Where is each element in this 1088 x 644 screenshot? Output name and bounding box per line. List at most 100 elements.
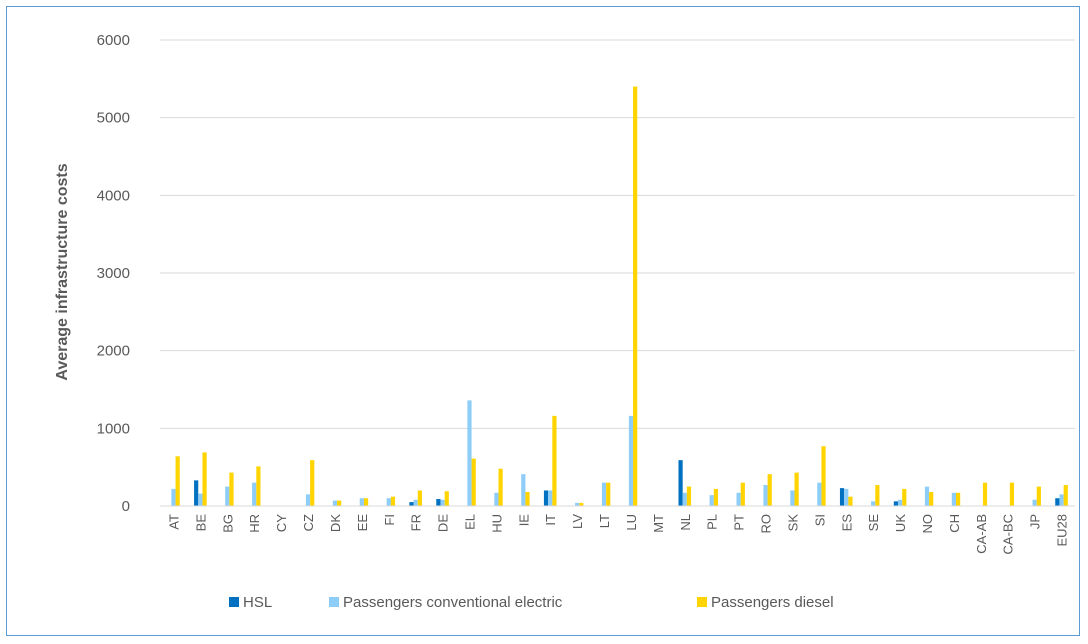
bar-nl-series-1 xyxy=(682,492,687,506)
bar-pl-series-1 xyxy=(709,495,714,506)
bar-fr-series-2 xyxy=(417,490,422,506)
bar-it-series-2 xyxy=(552,415,557,506)
bar-no-series-1 xyxy=(924,486,930,506)
x-category-label: SE xyxy=(866,514,881,532)
y-tick-label: 3000 xyxy=(97,265,130,282)
x-category-label: CY xyxy=(274,514,289,532)
bar-lv-series-1 xyxy=(575,502,580,506)
x-category-label: EL xyxy=(462,514,477,530)
x-category-label: LT xyxy=(597,514,612,528)
bar-bg-series-2 xyxy=(229,472,234,506)
bar-nl-series-2 xyxy=(686,486,692,506)
legend-swatch xyxy=(697,597,707,607)
bar-eu28-series-0 xyxy=(1055,498,1060,506)
bar-es-series-0 xyxy=(839,488,845,506)
bar-uk-series-2 xyxy=(902,488,907,506)
x-category-label: CH xyxy=(947,514,962,533)
bar-ee-series-2 xyxy=(363,498,369,506)
y-tick-label: 6000 xyxy=(97,32,130,49)
bar-pl-series-2 xyxy=(713,488,718,506)
x-category-label: LU xyxy=(624,514,639,531)
bar-at-series-1 xyxy=(171,488,176,506)
bar-lu-series-2 xyxy=(633,86,638,506)
legend: HSL Passengers conventional electric Passe… xyxy=(229,594,834,611)
bar-no-series-2 xyxy=(929,492,934,506)
bar-ie-series-2 xyxy=(525,492,530,506)
bar-hu-series-1 xyxy=(494,492,499,506)
x-category-label: IT xyxy=(543,514,558,526)
bar-ro-series-1 xyxy=(763,485,768,506)
x-category-label: AT xyxy=(166,514,181,530)
bar-ca-ab-series-2 xyxy=(982,482,988,506)
x-category-label: SI xyxy=(812,514,827,526)
x-category-label: UK xyxy=(893,514,908,532)
bar-eu28-series-1 xyxy=(1059,494,1064,506)
chart-frame xyxy=(6,6,1080,636)
y-tick-label: 4000 xyxy=(97,187,130,204)
bar-be-series-0 xyxy=(194,480,199,506)
x-category-label: FI xyxy=(382,514,397,526)
bar-ee-series-1 xyxy=(359,498,364,506)
bar-lu-series-1 xyxy=(628,415,634,506)
bar-uk-series-0 xyxy=(893,501,898,506)
bar-at-series-2 xyxy=(175,456,180,506)
x-category-label: MT xyxy=(651,514,666,533)
x-category-label: PT xyxy=(732,514,747,531)
bar-it-series-1 xyxy=(548,490,553,506)
bar-se-series-2 xyxy=(875,485,880,506)
bar-fi-series-1 xyxy=(386,498,391,506)
x-category-label: ES xyxy=(839,514,854,532)
bar-pt-series-1 xyxy=(736,492,741,506)
bar-jp-series-1 xyxy=(1032,499,1037,506)
x-category-label: BG xyxy=(220,514,235,533)
y-tick-label: 2000 xyxy=(97,343,130,360)
bar-cz-series-1 xyxy=(305,494,311,506)
x-category-label: CA-BC xyxy=(1001,514,1016,554)
bar-bg-series-1 xyxy=(225,486,230,506)
bar-se-series-1 xyxy=(871,501,876,506)
x-category-label: NL xyxy=(678,514,693,531)
bar-be-series-2 xyxy=(202,452,207,506)
bar-sk-series-2 xyxy=(794,472,799,506)
x-category-label: CA-AB xyxy=(974,514,989,554)
bar-ch-series-1 xyxy=(951,492,956,506)
bar-jp-series-2 xyxy=(1036,486,1041,506)
bar-it-series-0 xyxy=(543,490,549,506)
bar-si-series-2 xyxy=(821,446,826,506)
bar-dk-series-1 xyxy=(332,500,338,506)
legend-label: Passengers conventional electric xyxy=(343,594,563,611)
y-tick-label: 1000 xyxy=(97,420,130,437)
y-axis-label: Average infrastructure costs xyxy=(54,163,71,380)
bar-ie-series-1 xyxy=(521,474,526,506)
x-category-label: JP xyxy=(1028,514,1043,529)
legend-label: Passengers diesel xyxy=(711,594,834,611)
bar-uk-series-1 xyxy=(897,499,903,506)
y-axis-ticks: 0 1000 2000 3000 4000 5000 6000 xyxy=(97,32,130,515)
bar-lt-series-2 xyxy=(606,482,611,506)
x-category-label: CZ xyxy=(301,514,316,531)
bar-fi-series-2 xyxy=(390,496,396,506)
bar-de-series-2 xyxy=(444,491,449,506)
bar-cz-series-2 xyxy=(310,460,315,506)
y-tick-label: 5000 xyxy=(97,110,130,127)
x-category-label: SK xyxy=(785,514,800,532)
gridlines xyxy=(160,39,1075,429)
bar-lt-series-1 xyxy=(601,482,607,506)
bar-ca-bc-series-2 xyxy=(1009,482,1015,506)
bar-fr-series-0 xyxy=(409,502,414,506)
bar-lv-series-2 xyxy=(579,502,584,506)
bar-ro-series-2 xyxy=(767,474,772,506)
x-category-label: FR xyxy=(409,514,424,531)
bar-hu-series-2 xyxy=(498,468,503,506)
bar-nl-series-0 xyxy=(678,460,683,506)
bar-eu28-series-2 xyxy=(1063,485,1068,506)
bar-sk-series-1 xyxy=(790,490,795,506)
x-category-label: NO xyxy=(920,514,935,534)
x-axis-categories: AT BE BG HR CY CZ DK EE FI FR DE EL HU IE IT LV LT LU MT NL… xyxy=(166,514,1069,555)
x-category-label: RO xyxy=(759,514,774,534)
bar-fr-series-1 xyxy=(413,499,418,506)
bar-el-series-2 xyxy=(471,458,476,506)
bar-de-series-1 xyxy=(440,499,445,506)
bars xyxy=(171,86,1068,506)
